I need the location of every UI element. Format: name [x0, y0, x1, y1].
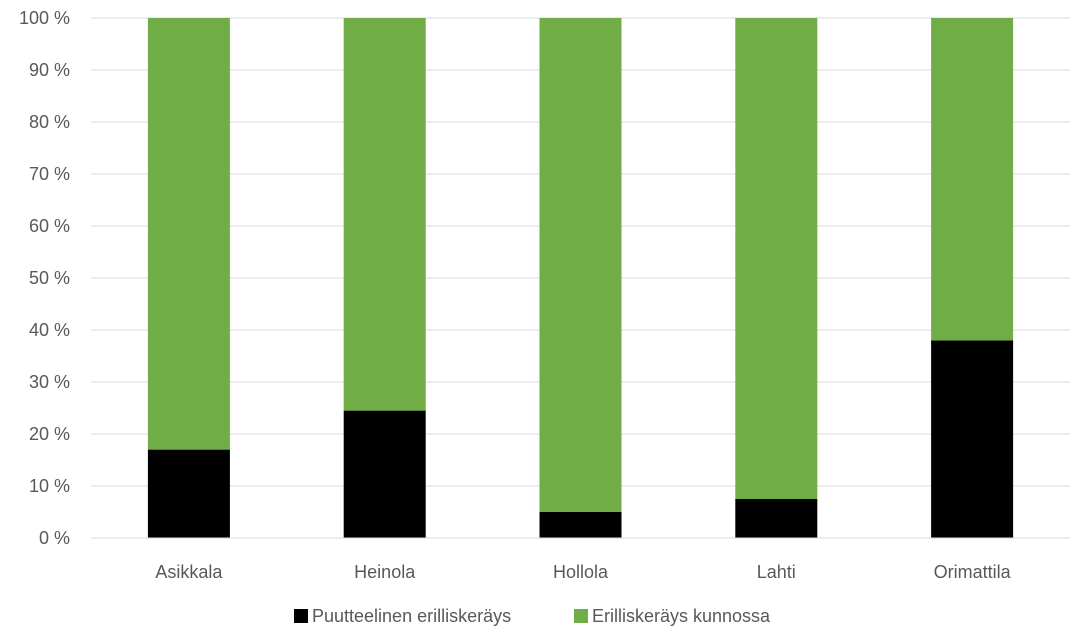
- y-tick-label: 80 %: [29, 112, 70, 132]
- bar-asikkala-series-2: [147, 18, 230, 450]
- y-tick-label: 0 %: [39, 528, 70, 548]
- bar-hollola-series-1: [539, 512, 622, 538]
- legend-swatch-1: [294, 609, 308, 623]
- bars: [147, 18, 1014, 538]
- x-category-label: Hollola: [553, 562, 609, 582]
- x-axis-category-labels: Asikkala Heinola Hollola Lahti Orimattila: [155, 562, 1011, 582]
- legend-swatch-2: [574, 609, 588, 623]
- bar-asikkala-series-1: [147, 449, 230, 538]
- bar-lahti-series-1: [735, 499, 818, 538]
- x-category-label: Lahti: [757, 562, 796, 582]
- bar-orimattila-series-2: [931, 18, 1014, 341]
- y-tick-label: 100 %: [19, 8, 70, 28]
- bar-heinola-series-2: [343, 18, 426, 411]
- x-category-label: Asikkala: [155, 562, 223, 582]
- y-tick-label: 40 %: [29, 320, 70, 340]
- y-tick-label: 70 %: [29, 164, 70, 184]
- y-tick-label: 90 %: [29, 60, 70, 80]
- y-tick-label: 20 %: [29, 424, 70, 444]
- bar-lahti-series-2: [735, 18, 818, 499]
- bar-heinola-series-1: [343, 410, 426, 538]
- bar-orimattila-series-1: [931, 340, 1014, 538]
- y-tick-label: 30 %: [29, 372, 70, 392]
- y-tick-label: 10 %: [29, 476, 70, 496]
- y-axis-tick-labels: 0 % 10 % 20 % 30 % 40 % 50 % 60 % 70 % 80 % 90 % 1…: [19, 8, 70, 548]
- bar-hollola-series-2: [539, 18, 622, 512]
- y-tick-label: 50 %: [29, 268, 70, 288]
- x-category-label: Heinola: [354, 562, 416, 582]
- legend-label-1: Puutteelinen erilliskeräys: [312, 606, 511, 626]
- legend-label-2: Erilliskeräys kunnossa: [592, 606, 771, 626]
- legend: Puutteelinen erilliskeräys Erilliskeräys …: [294, 606, 771, 626]
- x-category-label: Orimattila: [934, 562, 1012, 582]
- y-tick-label: 60 %: [29, 216, 70, 236]
